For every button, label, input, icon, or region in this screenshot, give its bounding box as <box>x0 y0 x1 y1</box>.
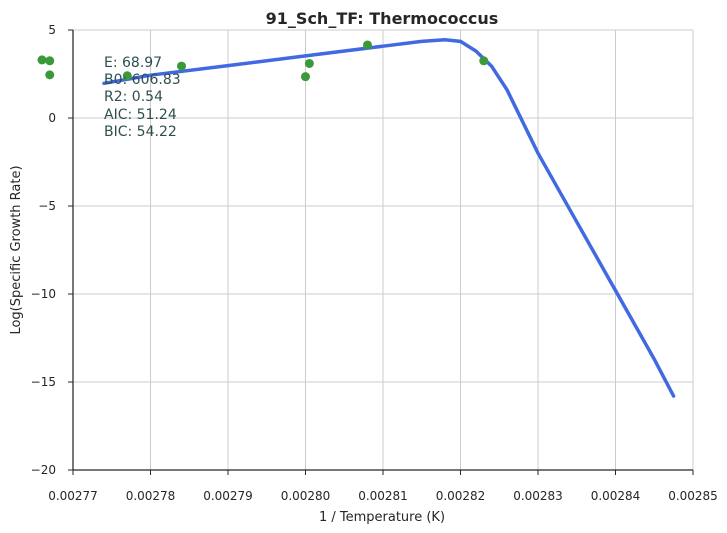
y-tick-label: −5 <box>38 199 56 213</box>
x-tick-label: 0.00279 <box>203 489 253 503</box>
x-tick-label: 0.00282 <box>436 489 486 503</box>
x-tick-labels: 0.00277 0.00278 0.00279 0.00280 0.00281 0.002… <box>48 470 718 503</box>
annotation-e: E: 68.97 <box>104 55 162 71</box>
annotation-b0: B0: 606.83 <box>104 72 181 88</box>
x-tick-label: 0.00278 <box>126 489 176 503</box>
chart-title: 91_Sch_TF: Thermococcus <box>266 9 499 28</box>
data-point <box>363 40 372 50</box>
y-tick-label: −10 <box>31 287 56 301</box>
annotation-aic: AIC: 51.24 <box>104 107 177 123</box>
y-tick-labels: −20 −15 −10 −5 0 5 <box>31 23 73 477</box>
y-tick-label: 0 <box>48 111 56 125</box>
data-point <box>304 58 314 68</box>
y-tick-label: −20 <box>31 463 56 477</box>
y-tick-label: −15 <box>31 375 56 389</box>
annotation-bic: BIC: 54.22 <box>104 124 177 140</box>
x-tick-label: 0.00283 <box>513 489 563 503</box>
data-point <box>37 55 47 65</box>
y-tick-label: 5 <box>48 23 56 37</box>
data-point <box>45 56 55 66</box>
series-layer <box>37 37 676 398</box>
data-point <box>45 70 55 80</box>
gridlines <box>73 29 694 470</box>
data-point <box>479 56 489 66</box>
x-tick-label: 0.00284 <box>591 489 641 503</box>
x-tick-label: 0.00280 <box>281 489 331 503</box>
y-axis-label: Log(Specific Growth Rate) <box>9 165 24 334</box>
x-tick-label: 0.00281 <box>358 489 408 503</box>
x-tick-label: 0.00277 <box>48 489 98 503</box>
x-tick-label: 0.00285 <box>668 489 718 503</box>
fit-annotations: E: 68.97 B0: 606.83 R2: 0.54 AIC: 51.24 … <box>104 55 181 140</box>
annotation-r2: R2: 0.54 <box>104 89 163 105</box>
data-point <box>301 72 310 82</box>
data-point <box>177 61 186 71</box>
data-point <box>122 71 132 81</box>
x-axis-label: 1 / Temperature (K) <box>319 510 445 525</box>
fit-curve <box>102 37 676 398</box>
